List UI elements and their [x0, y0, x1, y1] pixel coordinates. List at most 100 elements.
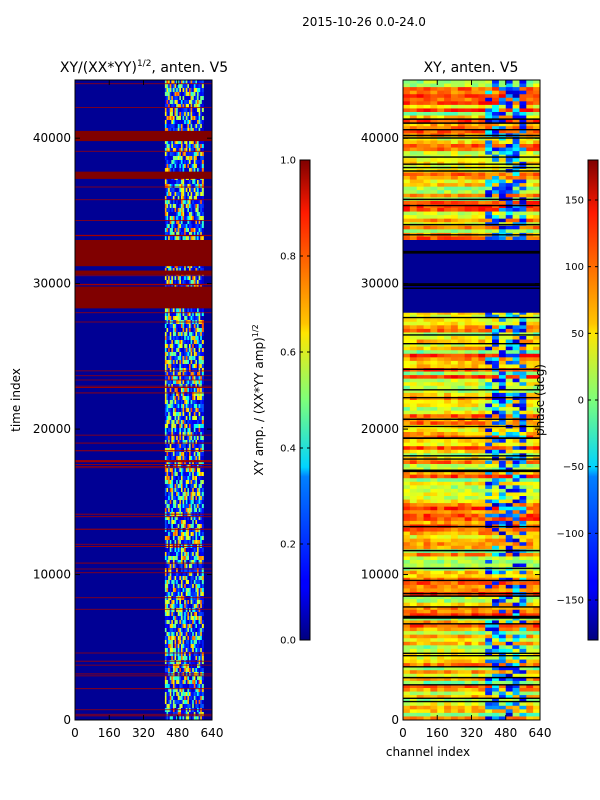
left-cell — [193, 620, 196, 625]
left-cell — [193, 284, 196, 289]
left-cell — [190, 264, 193, 269]
left-cell — [174, 404, 177, 409]
left-cell — [192, 388, 195, 393]
left-cell — [179, 580, 182, 585]
right-cell — [437, 104, 445, 109]
left-cell — [188, 664, 191, 669]
left-cell — [168, 508, 171, 513]
left-cell — [172, 508, 175, 513]
left-cell — [195, 232, 198, 237]
left-cell — [168, 568, 171, 573]
left-cell — [198, 416, 201, 421]
left-cell — [200, 368, 203, 373]
right-cell — [478, 147, 486, 152]
left-cell — [198, 236, 201, 241]
left-cell — [185, 616, 188, 621]
left-cell — [197, 516, 200, 521]
left-cell — [169, 160, 172, 165]
right-cell — [444, 140, 452, 145]
left-cell — [180, 444, 183, 449]
left-cell — [193, 552, 196, 557]
left-cell — [164, 360, 167, 365]
left-cell — [168, 336, 171, 341]
left-cell — [168, 328, 171, 333]
left-cell — [166, 632, 169, 637]
left-cell — [188, 192, 191, 197]
left-cell — [172, 476, 175, 481]
right-cell — [492, 215, 500, 220]
left-cell — [164, 536, 167, 541]
left-cell — [188, 312, 191, 317]
left-cell — [177, 496, 180, 501]
right-cell — [430, 119, 438, 124]
left-cell — [176, 416, 179, 421]
left-cell — [177, 524, 180, 529]
left-cell — [197, 540, 200, 545]
left-cell — [179, 444, 182, 449]
left-cell — [179, 360, 182, 365]
left-cell — [174, 660, 177, 665]
left-cell — [200, 168, 203, 173]
left-cell — [164, 188, 167, 193]
left-cell — [168, 144, 171, 149]
left-cell — [177, 332, 180, 337]
left-cell — [197, 568, 200, 573]
left-cell — [197, 496, 200, 501]
left-cell — [192, 152, 195, 157]
left-cell — [197, 216, 200, 221]
left-cell — [184, 652, 187, 657]
left-cell — [195, 576, 198, 581]
left-cell — [198, 504, 201, 509]
left-cell — [187, 144, 190, 149]
left-cell — [184, 444, 187, 449]
left-cell — [195, 660, 198, 665]
left-cell — [180, 692, 183, 697]
left-cell — [172, 372, 175, 377]
left-cell — [176, 120, 179, 125]
left-cell — [192, 220, 195, 225]
left-cell — [201, 536, 204, 541]
left-cell — [187, 516, 190, 521]
left-cell — [197, 600, 200, 605]
left-cell — [201, 532, 204, 537]
left-cell — [193, 376, 196, 381]
right-cell — [505, 90, 513, 95]
left-cell — [172, 432, 175, 437]
left-cell — [193, 540, 196, 545]
left-cell — [198, 352, 201, 357]
left-cell — [171, 404, 174, 409]
left-cell — [180, 340, 183, 345]
left-cell — [193, 568, 196, 573]
left-cell — [174, 624, 177, 629]
left-cell — [198, 100, 201, 105]
x-tick-label: 160 — [98, 726, 121, 740]
left-cell — [184, 612, 187, 617]
right-cell — [430, 136, 438, 141]
left-cell — [192, 532, 195, 537]
left-cell — [190, 648, 193, 653]
left-cell — [174, 188, 177, 193]
left-saturated-band — [75, 171, 212, 179]
left-cell — [168, 628, 171, 633]
left-cell — [182, 580, 185, 585]
left-cell — [187, 492, 190, 497]
right-cell — [450, 108, 459, 113]
left-cell — [188, 684, 191, 689]
right-cell — [430, 218, 438, 223]
left-cell — [172, 644, 175, 649]
right-cell — [430, 108, 438, 113]
left-cell — [200, 356, 203, 361]
left-cell — [198, 96, 201, 101]
left-cell — [197, 348, 200, 353]
left-cell — [172, 228, 175, 233]
left-cell — [192, 332, 195, 337]
left-cell — [184, 140, 187, 145]
left-cell — [164, 612, 167, 617]
left-cell — [168, 188, 171, 193]
right-cell — [533, 140, 540, 145]
right-cell — [512, 176, 520, 180]
left-cell — [188, 412, 191, 417]
left-cell — [172, 660, 175, 665]
left-cell — [188, 540, 191, 545]
left-cell — [176, 348, 179, 353]
